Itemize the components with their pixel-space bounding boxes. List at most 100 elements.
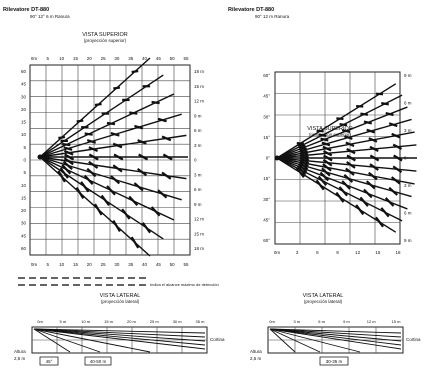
br-subtitle: (proyección lateral) — [304, 299, 343, 304]
left-top-tick-0: 0m — [31, 56, 38, 61]
left-fan-dash-4-5 — [161, 135, 172, 142]
left-fan-dash-9-3 — [100, 194, 110, 207]
bl-ray-2 — [33, 328, 206, 342]
left-footer-caption: Indica el alcance máximo de detección — [150, 282, 219, 287]
right-fan-beam-4 — [276, 131, 415, 159]
right-bottom-tick-1: 3 — [296, 250, 299, 255]
bl-top-tick-6: 30 m — [173, 319, 183, 324]
left-left-tick-2: 30 — [21, 94, 27, 99]
left-fan-beam-8 — [39, 156, 175, 221]
left-right-tick-12: 18 m — [194, 246, 204, 251]
right-fan-dash-9-4 — [365, 180, 376, 190]
left-subtitle: 90° 12° 6 m Ranura — [30, 14, 70, 19]
bl-top-tick-1: 5 m — [60, 319, 67, 324]
left-fan-beam-6 — [39, 156, 187, 180]
left-view-subtitle: (proyección superior) — [84, 38, 127, 43]
right-fan-dash-12-3 — [335, 191, 345, 203]
right-fan-dash-10-3 — [341, 180, 351, 190]
right-fan-beam-2 — [276, 106, 408, 159]
left-fan-dash-10-5 — [130, 236, 140, 249]
left-fan-dash-7-4 — [133, 182, 144, 192]
right-fan-dash-4-5 — [391, 132, 401, 139]
right-fan-dash-7-5 — [392, 165, 403, 174]
left-right-tick-labels: 18 m 15 m 12 m 9 m 6 m 3 m 0 3 m 6 m 9 m 12 m 15 m 1… — [194, 69, 204, 251]
right-subtitle: 90° 12 m Ranura — [255, 14, 290, 19]
right-fan-dash-9-3 — [343, 173, 354, 183]
left-bottom-tick-0: 0m — [31, 262, 38, 267]
br-top-tick-2: 6 m — [318, 319, 325, 324]
right-fan-dash-7-3 — [346, 161, 356, 169]
left-fan-dash-4-2 — [88, 146, 99, 153]
left-fan-dash-10-2 — [75, 186, 85, 200]
br-title: VISTA LATERAL — [303, 293, 344, 299]
right-fan-dash-3-3 — [343, 135, 353, 140]
right-fan-dash-6-4 — [369, 154, 380, 162]
left-fan-dash-9-4 — [121, 208, 131, 220]
right-fan-dash-5-1 — [299, 152, 310, 159]
bl-ray-1 — [33, 328, 206, 338]
left-left-tick-6: 5 — [23, 145, 26, 150]
left-bottom-tick-6: 30 — [114, 262, 120, 267]
left-fan-dash-6-1 — [63, 157, 74, 166]
br-left-label-1: Altura — [250, 349, 262, 354]
right-fan-dash-11-4 — [359, 196, 369, 207]
left-footer-dashes — [18, 277, 146, 286]
right-left-tick-5: 15° — [263, 176, 270, 181]
bl-ray-3 — [33, 328, 206, 346]
right-fan-dash-3-5 — [388, 122, 398, 128]
left-model-title: Rilevatore DT-880 — [3, 7, 49, 13]
right-fan-dash-8-5 — [390, 176, 401, 185]
left-left-tick-7: 0 — [23, 158, 26, 163]
right-fan-dash-1-4 — [360, 112, 369, 116]
left-right-tick-2: 12 m — [194, 99, 204, 104]
br-ray-6 — [269, 328, 321, 353]
right-bottom-tick-5: 15 — [375, 250, 381, 255]
left-right-tick-7: 3 m — [194, 172, 202, 177]
right-fan-dash-10-4 — [363, 188, 373, 199]
right-bottom-tick-3: 9 — [336, 250, 339, 255]
right-fan-dash-1-1 — [297, 143, 306, 148]
left-left-tick-labels: 60 45 30 20 15 10 5 0 5 10 15 20 30 45 60 — [21, 69, 27, 251]
right-fan-dash-9-1 — [298, 161, 309, 171]
right-fan-beam-0 — [276, 83, 397, 159]
left-left-tick-4: 15 — [21, 120, 27, 125]
right-right-tick-6: 9 m — [404, 238, 412, 243]
left-right-tick-10: 12 m — [194, 217, 204, 222]
left-top-tick-10: 50 — [170, 56, 176, 61]
left-fan-dash-0-5 — [131, 69, 139, 74]
br-top-tick-5: 15 m — [392, 319, 402, 324]
right-fan-dash-4-4 — [368, 137, 378, 143]
left-panel: Rilevatore DT-880 90° 12° 6 m Ranura VIS… — [3, 7, 219, 287]
right-bottom-tick-0: 0m — [274, 250, 281, 255]
right-left-tick-0: 60° — [263, 73, 270, 78]
left-right-tick-9: 9 m — [194, 202, 202, 207]
right-fan-dash-5-3 — [346, 148, 356, 155]
left-fan-dash-7-2 — [86, 167, 97, 178]
right-left-tick-3: 15° — [263, 135, 270, 140]
br-ray-2 — [269, 328, 402, 342]
left-fan-beam-2 — [39, 93, 175, 158]
right-fan-dash-9-2 — [321, 167, 331, 177]
left-bottom-tick-5: 25 — [101, 262, 107, 267]
left-fan-dash-10-1 — [57, 170, 66, 183]
right-fan-dash-12-1 — [295, 167, 305, 178]
left-top-tick-2: 10 — [59, 56, 65, 61]
right-fan-dash-7-2 — [322, 158, 333, 167]
bl-ray-4 — [33, 328, 206, 350]
right-fan-dash-1-2 — [318, 133, 327, 137]
right-model-title: Rilevatore DT-880 — [228, 7, 274, 13]
right-detector-origin — [274, 155, 280, 161]
left-fan-dash-0-1 — [58, 135, 66, 140]
br-ray-5 — [269, 328, 361, 353]
left-fan-dash-2-4 — [129, 111, 138, 115]
left-fan-dash-3-3 — [110, 132, 120, 137]
br-left-label-2: 2,5 m — [250, 356, 262, 361]
left-left-tick-0: 60 — [21, 69, 27, 74]
left-fan-dash-5-2 — [88, 153, 99, 161]
left-fan-dash-0-3 — [94, 102, 102, 107]
right-fan-dash-5-2 — [322, 150, 333, 157]
right-fan-dash-3-4 — [366, 128, 376, 134]
br-ray-4 — [269, 328, 402, 350]
right-fan-dash-1-5 — [381, 102, 389, 106]
right-fan-dash-2-3 — [341, 128, 351, 134]
